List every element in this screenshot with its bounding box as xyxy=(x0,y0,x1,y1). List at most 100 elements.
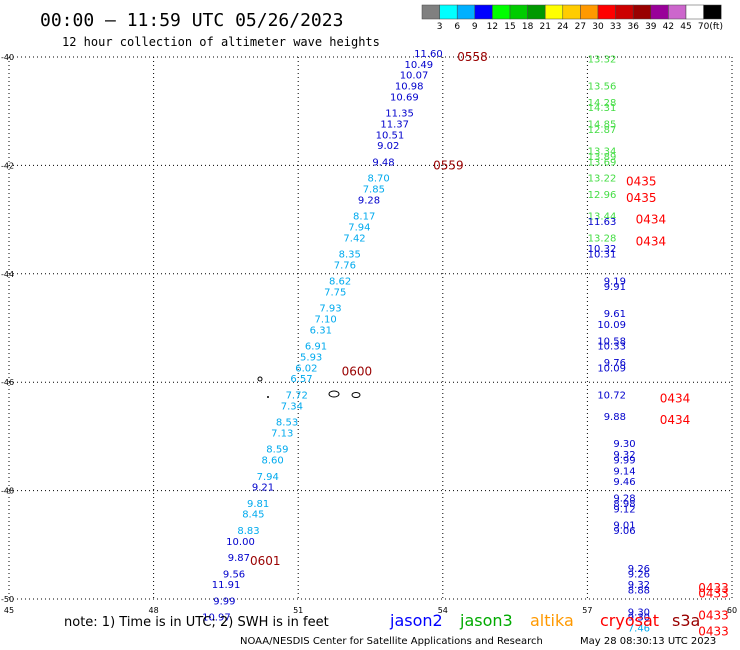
colorbar-label: 24 xyxy=(557,22,569,32)
colorbar-label: 21 xyxy=(539,22,550,32)
satellite-legend-cryosat: cryosat xyxy=(600,611,659,630)
data-point-label: 9.91 xyxy=(604,282,626,293)
time-label: 0434 xyxy=(660,391,691,405)
time-label: 0434 xyxy=(636,213,667,227)
chart-title: 00:00 – 11:59 UTC 05/26/2023 xyxy=(40,10,343,31)
data-point-label: 7.42 xyxy=(343,233,365,244)
data-point-label: 10.09 xyxy=(597,320,626,331)
colorbar-swatch xyxy=(492,4,511,20)
colorbar-label: 42 xyxy=(663,22,674,32)
time-label: 0601 xyxy=(250,554,281,568)
data-point-label: 11.37 xyxy=(380,119,409,130)
y-tick-label: -44 xyxy=(1,270,14,279)
data-point-label: 9.26 xyxy=(628,569,650,580)
data-point-label: 9.46 xyxy=(613,477,635,488)
data-point-label: 9.30 xyxy=(628,613,650,624)
data-point-label: 8.60 xyxy=(261,456,283,467)
data-point-label: 7.93 xyxy=(319,304,341,315)
x-tick-label: 60 xyxy=(727,606,737,615)
time-label: 0435 xyxy=(626,175,657,189)
y-tick-label: -48 xyxy=(1,487,14,496)
colorbar-label: 9 xyxy=(472,22,478,32)
data-point-label: 9.12 xyxy=(613,504,635,515)
colorbar-label: 3 xyxy=(437,22,443,32)
data-point-label: 10.31 xyxy=(588,250,617,261)
data-point-label: 9.76 xyxy=(604,358,626,369)
data-point-label: 13.44 xyxy=(588,212,617,223)
colorbar-swatch xyxy=(668,4,687,20)
data-point-label: 9.30 xyxy=(613,439,635,450)
x-tick-label: 57 xyxy=(582,606,592,615)
colorbar-label: 15 xyxy=(504,22,515,32)
data-point-label: 10.49 xyxy=(405,60,434,71)
data-point-label: 14.85 xyxy=(588,119,617,130)
data-point-label: 8.70 xyxy=(368,174,390,185)
data-point-label: 9.02 xyxy=(377,141,399,152)
data-point-label: 9.01 xyxy=(613,521,635,532)
data-point-label: 11.63 xyxy=(588,217,617,228)
colorbar-swatch xyxy=(544,4,564,20)
data-point-label: 8.62 xyxy=(329,277,351,288)
data-point-label: 10.33 xyxy=(597,342,626,353)
data-point-label: 9.19 xyxy=(604,277,626,288)
data-point-label: 11.91 xyxy=(212,580,241,591)
y-tick-label: -42 xyxy=(1,161,14,170)
data-point-label: 7.94 xyxy=(348,222,370,233)
time-label: 0433 xyxy=(698,581,729,595)
data-point-label: 7.46 xyxy=(628,624,650,635)
data-point-label: 10.07 xyxy=(400,71,429,82)
data-point-label: 9.30 xyxy=(628,607,650,618)
colorbar-swatch xyxy=(439,4,458,20)
time-label: 0600 xyxy=(342,364,373,378)
satellite-legend-jason2: jason2 xyxy=(389,611,443,630)
data-point-label: 9.87 xyxy=(228,553,250,564)
data-point-label: 6.31 xyxy=(310,325,332,336)
colorbar-swatch xyxy=(597,4,616,20)
data-point-label: 9.61 xyxy=(604,309,626,320)
axis-ticks: 45 48 51 54 57 60 -40 -42 -44 -46 -48 -50 xyxy=(1,53,737,615)
data-point-label: 10.09 xyxy=(597,363,626,374)
data-point-label: 8.17 xyxy=(353,212,375,223)
data-point-label: 13.32 xyxy=(588,54,617,65)
time-label: 0434 xyxy=(636,234,667,248)
colorbar-swatch xyxy=(474,4,493,20)
data-point-label: 9.28 xyxy=(358,195,380,206)
colorbar-legend: 3 6 9 12 15 18 21 24 27 30 33 36 39 42 45 70 (ft) xyxy=(421,4,723,32)
colorbar-label: 36 xyxy=(627,22,639,32)
data-point-label: 10.32 xyxy=(588,244,617,255)
data-point-label: 7.34 xyxy=(281,401,303,412)
colorbar-label: 33 xyxy=(610,22,621,32)
data-point-label: 9.32 xyxy=(613,450,635,461)
data-point-label: 10.51 xyxy=(376,130,405,141)
footer-note: note: 1) Time is in UTC; 2) SWH is in fe… xyxy=(64,615,329,630)
y-tick-label: -50 xyxy=(1,595,14,604)
data-point-label: 9.88 xyxy=(604,412,626,423)
colorbar-label: 12 xyxy=(487,22,498,32)
data-point-label: 12.87 xyxy=(588,125,617,136)
data-point-label: 7.85 xyxy=(363,185,385,196)
x-tick-label: 51 xyxy=(293,606,303,615)
data-point-label: 8.98 xyxy=(613,499,635,510)
data-point-label: 9.32 xyxy=(628,580,650,591)
colorbar-unit: (ft) xyxy=(709,22,723,32)
data-point-label: 13.69 xyxy=(588,157,617,168)
data-point-label: 13.56 xyxy=(588,82,617,93)
data-point-label: 7.75 xyxy=(324,287,346,298)
time-label: 0435 xyxy=(626,191,657,205)
data-point-label: 6.02 xyxy=(295,363,317,374)
colorbar-label: 30 xyxy=(592,22,604,32)
time-label: 0433 xyxy=(698,608,729,622)
colorbar-label: 45 xyxy=(680,22,691,32)
colorbar-swatch xyxy=(527,4,546,20)
y-tick-label: -40 xyxy=(1,53,14,62)
colorbar-swatch xyxy=(632,4,652,20)
plot-grid xyxy=(8,56,733,600)
colorbar-swatch xyxy=(421,4,440,20)
colorbar-swatch xyxy=(650,4,669,20)
data-point-label: 7.10 xyxy=(314,315,336,326)
data-point-label: 10.00 xyxy=(226,537,255,548)
colorbar-swatch xyxy=(456,4,476,20)
colorbar-swatch xyxy=(615,4,634,20)
